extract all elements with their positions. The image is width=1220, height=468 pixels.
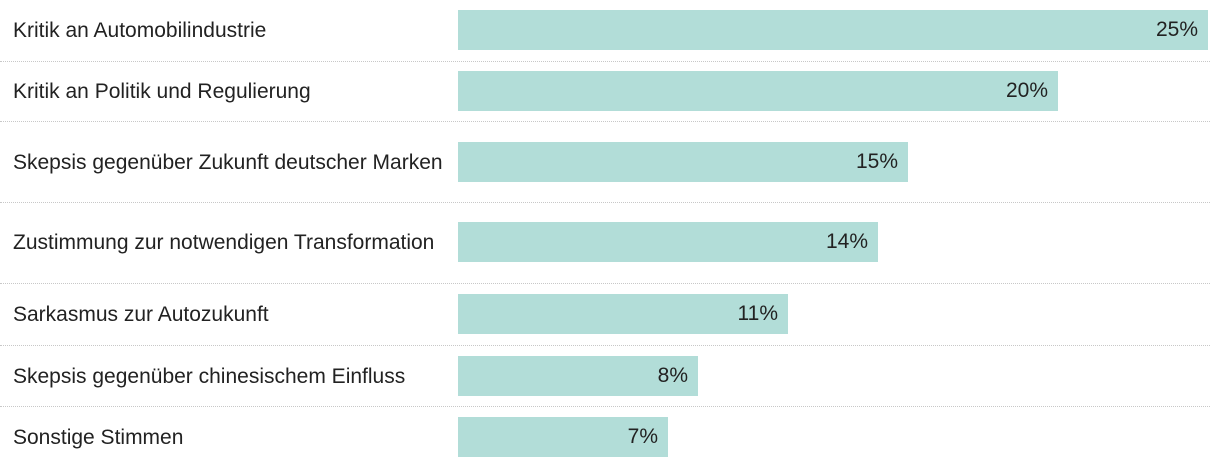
row-divider (0, 202, 1210, 203)
bar (458, 222, 878, 262)
category-label: Kritik an Automobilindustrie (13, 18, 267, 42)
bar (458, 142, 908, 182)
row-divider (0, 345, 1210, 346)
row-divider (0, 121, 1210, 122)
category-label: Sonstige Stimmen (13, 425, 184, 449)
value-label: 14% (825, 230, 868, 253)
bar (458, 10, 1208, 50)
value-label: 20% (1005, 79, 1048, 102)
value-label: 11% (737, 302, 778, 325)
value-label: 15% (855, 150, 898, 173)
category-label: Sarkasmus zur Autozukunft (13, 302, 269, 326)
value-label: 7% (627, 425, 658, 448)
category-label: Skepsis gegenüber Zukunft deutscher Mark… (13, 150, 443, 174)
row-divider (0, 406, 1210, 407)
value-label: 25% (1155, 18, 1198, 41)
row-divider (0, 61, 1210, 62)
bar (458, 71, 1058, 111)
row-divider (0, 283, 1210, 284)
bar (458, 294, 788, 334)
bar (458, 356, 698, 396)
category-label: Skepsis gegenüber chinesischem Einfluss (13, 364, 406, 388)
category-label: Kritik an Politik und Regulierung (13, 79, 311, 103)
value-label: 8% (657, 364, 688, 387)
bar (458, 417, 668, 457)
category-label: Zustimmung zur notwendigen Transformatio… (13, 230, 435, 254)
